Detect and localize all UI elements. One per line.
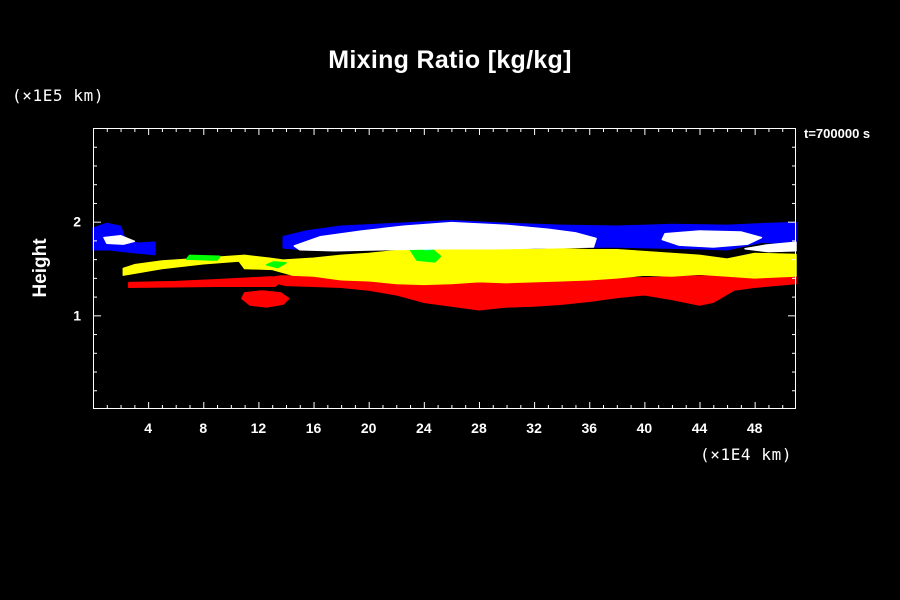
x-tick-label: 48 — [747, 420, 763, 436]
field-region-highest-11 — [661, 230, 763, 248]
field-region-mid-5 — [185, 254, 221, 261]
field-region-lowest-2 — [241, 290, 290, 308]
x-tick-label: 40 — [637, 420, 653, 436]
x-tick-label: 36 — [581, 420, 597, 436]
field-region-mid-6 — [265, 261, 287, 269]
time-label: t=700000 s — [804, 126, 871, 141]
x-tick-label: 4 — [144, 420, 152, 436]
x-tick-label: 44 — [692, 420, 708, 436]
field-layers — [92, 219, 797, 311]
y-axis-unit: (×1E5 km) — [12, 86, 105, 105]
x-tick-label: 32 — [526, 420, 542, 436]
x-tick-label: 12 — [251, 420, 267, 436]
plot-frame — [93, 128, 796, 409]
x-tick-label: 24 — [416, 420, 432, 436]
chart-title: Mixing Ratio [kg/kg] — [328, 46, 572, 74]
field-region-highest-10 — [293, 221, 597, 252]
field-region-lowest-1 — [128, 276, 282, 288]
x-tick-label: 20 — [361, 420, 377, 436]
y-tick-label: 1 — [73, 307, 81, 323]
x-tick-label: 16 — [306, 420, 322, 436]
y-tick-label: 2 — [73, 214, 81, 230]
x-axis-unit: (×1E4 km) — [700, 445, 793, 464]
x-tick-label: 28 — [471, 420, 487, 436]
field-region-highest-12 — [103, 234, 136, 245]
x-tick-label: 8 — [199, 420, 207, 436]
